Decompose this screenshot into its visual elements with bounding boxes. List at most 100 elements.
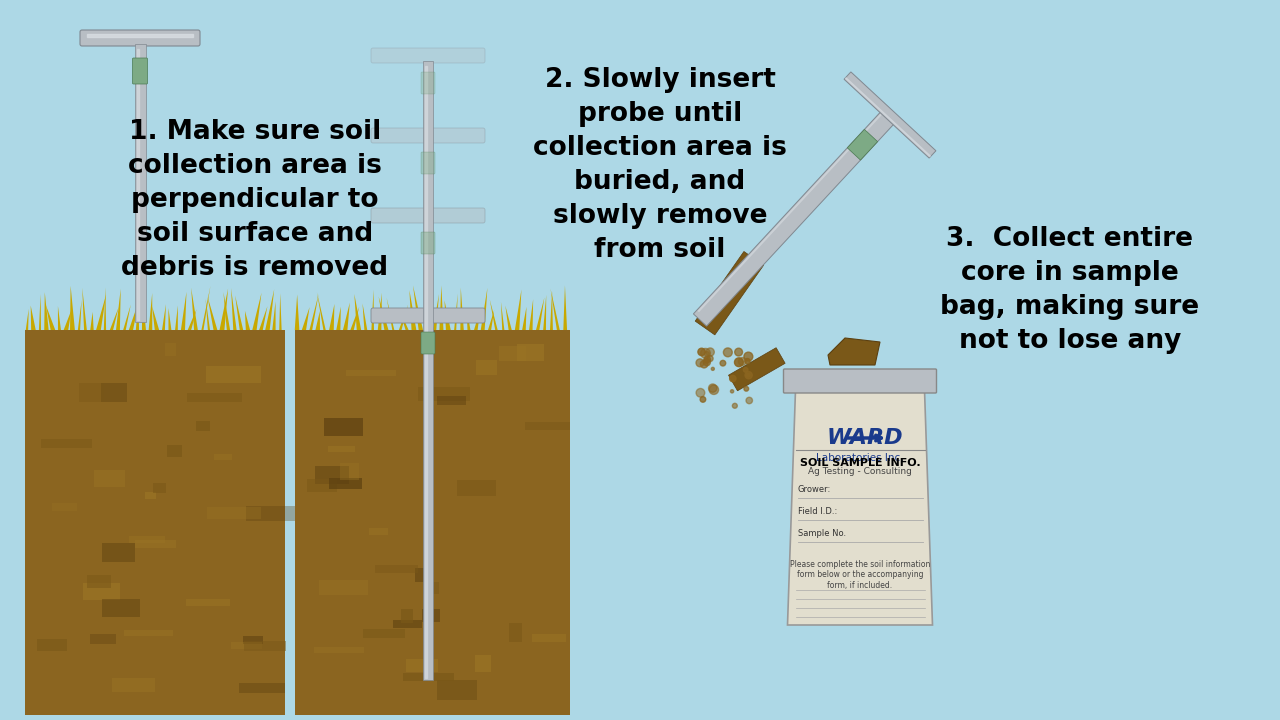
Polygon shape bbox=[529, 299, 534, 330]
Polygon shape bbox=[379, 297, 389, 330]
Polygon shape bbox=[439, 285, 443, 330]
Polygon shape bbox=[239, 683, 285, 693]
Polygon shape bbox=[129, 301, 138, 330]
Polygon shape bbox=[844, 72, 936, 158]
Polygon shape bbox=[87, 575, 111, 588]
Polygon shape bbox=[79, 382, 104, 402]
Polygon shape bbox=[110, 307, 119, 330]
Polygon shape bbox=[165, 343, 175, 356]
Circle shape bbox=[703, 359, 710, 366]
Polygon shape bbox=[343, 302, 349, 330]
Circle shape bbox=[746, 397, 753, 404]
Polygon shape bbox=[563, 285, 567, 330]
Polygon shape bbox=[232, 642, 261, 649]
Circle shape bbox=[735, 358, 744, 366]
Polygon shape bbox=[90, 312, 93, 330]
Polygon shape bbox=[481, 288, 488, 330]
Polygon shape bbox=[847, 130, 878, 160]
Polygon shape bbox=[180, 292, 187, 330]
Polygon shape bbox=[787, 390, 933, 625]
Polygon shape bbox=[294, 330, 570, 715]
Polygon shape bbox=[315, 311, 320, 330]
Polygon shape bbox=[415, 567, 429, 582]
Text: 2. Slowly insert
probe until
collection area is
buried, and
slowly remove
from s: 2. Slowly insert probe until collection … bbox=[532, 67, 787, 263]
FancyBboxPatch shape bbox=[371, 48, 485, 63]
Polygon shape bbox=[410, 290, 416, 330]
Text: WARD: WARD bbox=[827, 428, 904, 448]
Polygon shape bbox=[148, 293, 152, 330]
Polygon shape bbox=[454, 294, 458, 330]
Polygon shape bbox=[351, 307, 360, 330]
Polygon shape bbox=[474, 308, 480, 330]
Polygon shape bbox=[436, 680, 476, 700]
Polygon shape bbox=[413, 285, 422, 330]
Polygon shape bbox=[488, 310, 494, 330]
Polygon shape bbox=[243, 642, 287, 651]
Polygon shape bbox=[393, 620, 422, 628]
Polygon shape bbox=[46, 305, 55, 330]
Polygon shape bbox=[101, 599, 141, 618]
Polygon shape bbox=[347, 369, 397, 376]
FancyBboxPatch shape bbox=[421, 332, 435, 354]
Polygon shape bbox=[243, 636, 262, 644]
Polygon shape bbox=[378, 293, 381, 330]
Polygon shape bbox=[550, 289, 559, 330]
Polygon shape bbox=[45, 292, 49, 330]
Polygon shape bbox=[337, 307, 340, 330]
Polygon shape bbox=[375, 564, 419, 573]
Polygon shape bbox=[90, 634, 115, 644]
Polygon shape bbox=[259, 306, 268, 330]
Text: 1. Make sure soil
collection area is
perpendicular to
soil surface and
debris is: 1. Make sure soil collection area is per… bbox=[122, 119, 389, 281]
Polygon shape bbox=[191, 288, 198, 330]
Polygon shape bbox=[315, 467, 349, 484]
FancyBboxPatch shape bbox=[133, 58, 147, 84]
Polygon shape bbox=[845, 77, 931, 158]
Polygon shape bbox=[186, 599, 230, 606]
Polygon shape bbox=[506, 305, 512, 330]
Polygon shape bbox=[728, 348, 785, 391]
Polygon shape bbox=[320, 580, 369, 595]
Polygon shape bbox=[41, 439, 92, 449]
Circle shape bbox=[696, 389, 705, 397]
Polygon shape bbox=[128, 536, 165, 544]
FancyBboxPatch shape bbox=[371, 128, 485, 143]
Polygon shape bbox=[116, 289, 120, 330]
Polygon shape bbox=[124, 631, 173, 636]
Polygon shape bbox=[188, 309, 197, 330]
Polygon shape bbox=[294, 294, 300, 330]
Polygon shape bbox=[136, 300, 140, 330]
Polygon shape bbox=[279, 293, 282, 330]
Polygon shape bbox=[328, 446, 355, 452]
Polygon shape bbox=[206, 366, 261, 383]
Circle shape bbox=[721, 360, 726, 366]
Polygon shape bbox=[508, 623, 522, 642]
Polygon shape bbox=[145, 492, 156, 499]
Polygon shape bbox=[515, 289, 521, 330]
Polygon shape bbox=[31, 305, 36, 330]
Polygon shape bbox=[403, 673, 454, 680]
Circle shape bbox=[744, 368, 748, 372]
Polygon shape bbox=[95, 470, 124, 487]
Polygon shape bbox=[475, 655, 490, 672]
FancyBboxPatch shape bbox=[421, 72, 435, 94]
Polygon shape bbox=[207, 297, 218, 330]
Polygon shape bbox=[52, 503, 77, 511]
Circle shape bbox=[704, 359, 709, 364]
Polygon shape bbox=[168, 445, 182, 457]
Polygon shape bbox=[444, 300, 451, 330]
Text: Field I.D.:: Field I.D.: bbox=[797, 507, 837, 516]
Polygon shape bbox=[695, 251, 764, 335]
Polygon shape bbox=[58, 306, 61, 330]
Polygon shape bbox=[201, 286, 210, 330]
Polygon shape bbox=[38, 294, 41, 330]
Polygon shape bbox=[329, 304, 334, 330]
Circle shape bbox=[707, 348, 714, 356]
Polygon shape bbox=[522, 307, 526, 330]
Circle shape bbox=[732, 403, 737, 408]
Polygon shape bbox=[246, 505, 294, 521]
Circle shape bbox=[700, 397, 705, 402]
Polygon shape bbox=[273, 302, 275, 330]
Polygon shape bbox=[532, 634, 566, 642]
Polygon shape bbox=[339, 463, 360, 480]
Circle shape bbox=[744, 352, 753, 361]
